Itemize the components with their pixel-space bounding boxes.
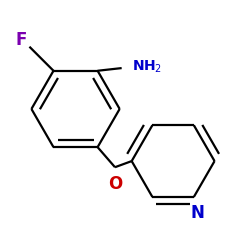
Text: NH$_2$: NH$_2$ — [132, 58, 162, 75]
Text: F: F — [16, 31, 27, 49]
Text: N: N — [190, 204, 204, 222]
Text: O: O — [108, 175, 122, 193]
